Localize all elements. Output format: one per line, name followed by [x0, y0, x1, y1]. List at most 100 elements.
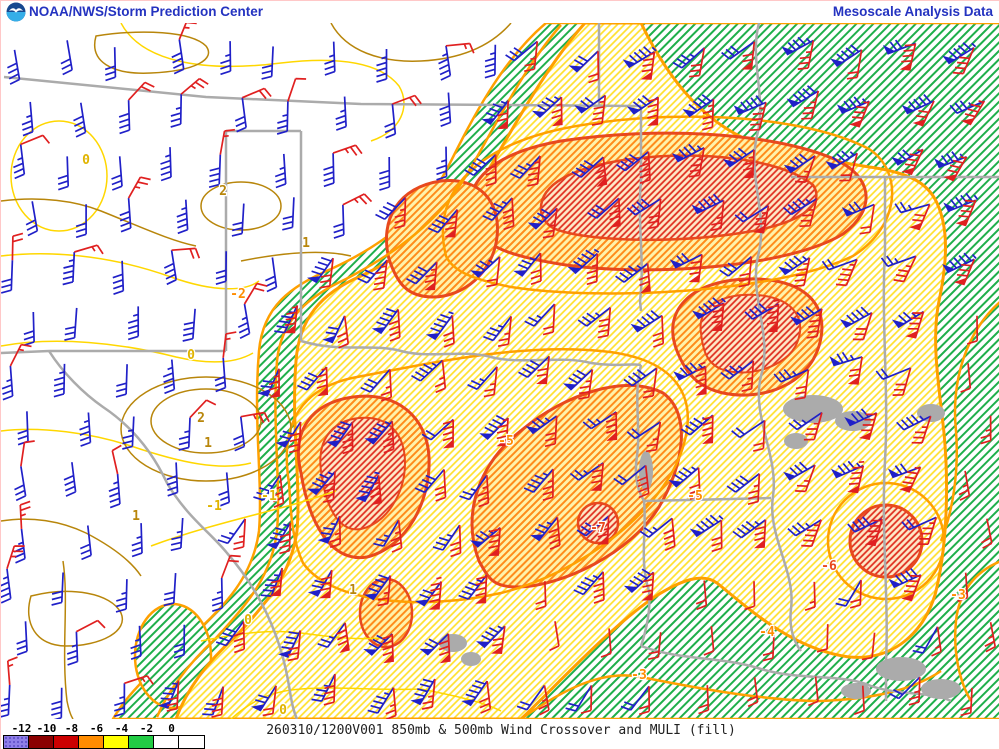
wind-barb: [652, 315, 665, 348]
wind-barb: [896, 414, 932, 431]
wind-barb: [782, 197, 818, 216]
wind-barb: [847, 516, 883, 533]
wind-barb: [847, 356, 863, 385]
scale-tick-label: -8: [64, 722, 79, 735]
wind-barb: [367, 687, 395, 714]
wind-barb: [127, 306, 140, 341]
wind-barb: [752, 420, 766, 452]
wind-barb: [253, 474, 281, 501]
contour-label: 2: [219, 184, 227, 199]
wind-barb: [326, 421, 353, 448]
wind-barb: [443, 315, 455, 348]
wind-barb: [119, 198, 132, 233]
wind-barb: [949, 100, 985, 114]
wind-barb: [62, 251, 76, 286]
wind-barb: [355, 471, 380, 503]
wind-barb: [458, 574, 488, 600]
wind-barb: [215, 251, 228, 286]
wind-barb: [415, 581, 442, 607]
wind-barb: [680, 414, 714, 436]
wind-barb: [261, 46, 274, 80]
wind-barb: [317, 515, 341, 544]
wind-barb: [307, 471, 336, 496]
wind-barb: [568, 50, 599, 73]
wind-barb: [163, 250, 178, 286]
wind-barb: [781, 36, 814, 56]
wind-barb: [741, 360, 755, 393]
wind-barb: [905, 311, 925, 339]
wind-barb: [436, 146, 448, 181]
wind-barb: [912, 626, 939, 654]
scale-segment: [129, 736, 154, 748]
wind-barb: [538, 685, 550, 716]
wind-barb: [830, 44, 863, 68]
wind-barb: [157, 680, 180, 709]
contour-label: -1: [206, 499, 222, 514]
wind-barb: [170, 94, 183, 128]
wind-barb: [766, 299, 780, 333]
wind-barb: [75, 204, 87, 239]
wind-barb: [1, 260, 14, 294]
wind-barb: [323, 674, 336, 706]
wind-barb: [623, 568, 655, 594]
wind-barb: [567, 248, 600, 275]
wind-barb: [787, 519, 822, 537]
wind-barb: [549, 621, 560, 652]
wind-barb: [578, 369, 594, 400]
wind-barb: [173, 624, 186, 659]
wind-barb: [912, 100, 935, 127]
wind-barb: [171, 39, 185, 75]
wind-barb: [852, 312, 873, 341]
wind-barb: [219, 128, 236, 155]
wind-barb: [392, 94, 422, 107]
wind-barb: [445, 42, 475, 54]
wind-barb: [373, 260, 388, 291]
wind-barb: [626, 95, 659, 115]
mesoanalysis-map: 0 0 0 0 -1 -1 2 1 2 1 1 1 -2 -5 -5 -4 -3 -3 -7 -6: [1, 16, 999, 722]
wind-barb: [952, 47, 975, 75]
wind-barb: [342, 193, 373, 206]
wind-barb: [799, 198, 818, 228]
wind-barb: [790, 306, 823, 326]
wind-barb: [801, 519, 823, 547]
wind-barb: [20, 134, 51, 146]
wind-barb: [122, 416, 135, 450]
scale-tick-label: -4: [114, 722, 129, 735]
wind-barb: [434, 360, 447, 394]
wind-barb: [638, 263, 651, 294]
wind-barb: [419, 633, 449, 656]
contour-label: -4: [759, 625, 775, 640]
wind-barb: [801, 90, 820, 120]
wind-barb: [269, 568, 284, 597]
wind-barb: [636, 465, 650, 499]
wind-barb: [587, 197, 620, 219]
wind-barb: [360, 368, 391, 393]
wind-barb: [438, 45, 452, 81]
wind-barb: [6, 656, 18, 685]
wind-barb: [16, 621, 28, 656]
wind-barb: [496, 417, 509, 447]
scale-tick-label: -10: [36, 722, 57, 735]
wind-barb: [593, 571, 605, 604]
wind-barb: [160, 147, 172, 182]
scale-segment: [179, 736, 204, 748]
wind-barb: [839, 153, 859, 182]
wind-barb: [859, 412, 878, 441]
wind-barb: [577, 306, 611, 327]
wind-barb: [322, 471, 336, 504]
wind-barb: [438, 633, 451, 664]
wind-barb: [505, 40, 538, 62]
wind-barb: [171, 247, 201, 259]
wind-barb: [642, 368, 658, 399]
wind-barb: [329, 516, 342, 549]
wind-barb: [464, 154, 497, 177]
wind-barb: [342, 422, 354, 455]
wind-barb: [444, 209, 459, 238]
wind-barb: [486, 256, 501, 288]
wind-barb: [180, 77, 209, 95]
wind-barb: [588, 51, 600, 84]
wind-barb: [319, 570, 333, 599]
contour-label: 0: [244, 613, 252, 628]
wind-barb: [726, 473, 760, 493]
contour-label: 0: [187, 348, 195, 363]
